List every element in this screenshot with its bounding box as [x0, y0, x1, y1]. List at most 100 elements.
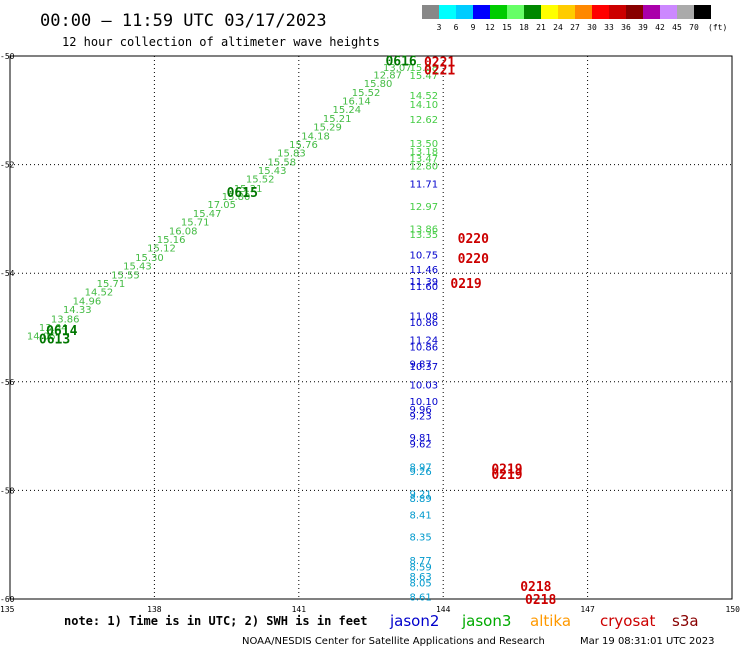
pass-time-label: 0219 — [491, 463, 522, 478]
plot-area: 135 138 141 144 147 150 -50 -52 -54 -56 -58 -60 14… — [0, 52, 740, 614]
wave-height-label: 8.35 — [410, 533, 432, 544]
wave-height-label: 12.87 — [373, 70, 402, 81]
color-scale-label: 21 — [536, 23, 546, 32]
wave-height-label: 10.10 — [410, 397, 439, 408]
color-scale-label: 45 — [672, 23, 682, 32]
wave-height-label: 15.52 — [352, 88, 381, 99]
color-scale-unit: (ft) — [708, 23, 727, 32]
y-tick-label: -60 — [0, 595, 15, 604]
credit-text: NOAA/NESDIS Center for Satellite Applica… — [242, 636, 545, 647]
color-scale-label: 42 — [655, 23, 665, 32]
plot-frame — [9, 55, 733, 600]
y-tick-label: -50 — [0, 52, 15, 61]
wave-height-label: 15.47 — [410, 71, 439, 82]
wave-height-label: 12.62 — [410, 115, 439, 126]
wave-height-label: 11.46 — [410, 265, 439, 276]
color-scale-label: 39 — [638, 23, 648, 32]
pass-time-label: 0218 — [520, 580, 551, 595]
x-tick-label: 144 — [436, 605, 451, 614]
color-scale-label: 24 — [553, 23, 563, 32]
color-scale-label: 18 — [519, 23, 529, 32]
pass-time-label: 0614 — [46, 324, 77, 339]
y-tick-label: -54 — [0, 269, 15, 278]
satellite-label-s3a: s3a — [672, 612, 699, 630]
wave-height-label: 15.24 — [332, 105, 361, 116]
color-scale-legend: 3 6 9 12 15 18 21 24 27 30 33 36 39 42 45 70 (ft) — [422, 5, 727, 32]
wave-height-label: 8.05 — [410, 579, 432, 590]
wave-height-label: 8.89 — [410, 494, 432, 505]
color-scale-label: 70 — [689, 23, 699, 32]
x-tick-label: 138 — [147, 605, 162, 614]
wave-height-label: 9.23 — [410, 411, 432, 422]
color-scale-swatch — [626, 5, 643, 19]
wave-height-label: 15.47 — [193, 209, 222, 220]
wave-height-label: 10.86 — [410, 343, 439, 354]
color-scale-label: 6 — [454, 23, 459, 32]
wave-height-label: 8.97 — [410, 463, 432, 474]
wave-height-label: 14.06 — [27, 332, 56, 343]
color-scale-swatch — [524, 5, 541, 19]
wave-height-label: 10.86 — [410, 318, 439, 329]
wave-height-label: 9.21 — [410, 490, 432, 501]
color-scale-label: 15 — [502, 23, 512, 32]
wave-height-label: 9.26 — [410, 467, 432, 478]
satellite-label-cryosat: cryosat — [600, 612, 655, 630]
color-scale-swatch — [439, 5, 456, 19]
pass-time-label: 0220 — [458, 252, 489, 267]
wave-height-label: 9.62 — [410, 440, 432, 451]
color-scale-label: 30 — [587, 23, 597, 32]
color-scale-swatch — [592, 5, 609, 19]
satellite-legend: jason2 jason3 altika cryosat s3a — [389, 612, 699, 630]
color-scale-swatch — [456, 5, 473, 19]
wave-height-label: 13.18 — [410, 147, 439, 158]
wave-height-labels: 14.0613.6413.8614.3314.9614.5215.7115.55… — [27, 63, 438, 603]
wave-height-label: 10.75 — [410, 251, 439, 262]
color-scale-swatch — [422, 5, 439, 19]
wave-height-label: 15.71 — [181, 218, 210, 229]
color-scale-label: 9 — [471, 23, 476, 32]
chart-title: 00:00 – 11:59 UTC 03/17/2023 — [40, 11, 327, 31]
wave-height-label: 15.43 — [258, 166, 287, 177]
wave-height-label: 11.71 — [410, 180, 439, 191]
color-scale-swatch — [694, 5, 711, 19]
wave-height-label: 11.08 — [410, 312, 439, 323]
wave-height-label: 13.47 — [410, 154, 439, 165]
color-scale-label: 12 — [485, 23, 495, 32]
wave-height-label: 14.33 — [63, 305, 92, 316]
color-scale-swatch — [575, 5, 592, 19]
wave-height-label: 11.39 — [410, 277, 439, 288]
wave-height-label: 15.80 — [222, 192, 251, 203]
wave-height-label: 15.55 — [111, 270, 140, 281]
wave-height-label: 9.87 — [410, 359, 432, 370]
wave-height-label: 15.29 — [313, 123, 342, 134]
wave-height-label: 15.71 — [97, 279, 126, 290]
color-scale-swatch — [558, 5, 575, 19]
color-scale-swatch — [677, 5, 694, 19]
satellite-label-jason2: jason2 — [389, 612, 439, 630]
color-scale-label: 27 — [570, 23, 580, 32]
color-scale-swatch — [473, 5, 490, 19]
wave-height-label: 15.12 — [147, 244, 176, 255]
y-tick-label: -58 — [0, 486, 15, 495]
color-scale-swatch — [507, 5, 524, 19]
wave-height-label: 8.63 — [410, 572, 432, 583]
x-tick-label: 141 — [292, 605, 307, 614]
color-scale-swatch — [660, 5, 677, 19]
wave-height-label: 15.43 — [123, 262, 152, 273]
wave-height-label: 13.86 — [410, 225, 439, 236]
wave-height-label: 15.16 — [157, 235, 186, 246]
wave-height-label: 13.35 — [410, 230, 439, 241]
x-tick-label: 147 — [580, 605, 595, 614]
pass-time-label: 0613 — [39, 332, 70, 347]
y-tick-label: -52 — [0, 161, 15, 170]
x-axis-ticks: 135 138 141 144 147 150 — [0, 605, 740, 614]
color-scale-swatch — [643, 5, 660, 19]
pass-time-label: 0220 — [458, 232, 489, 247]
wave-height-label: 14.18 — [301, 131, 330, 142]
wave-height-label: 14.52 — [85, 288, 114, 299]
pass-time-label: 0615 — [227, 186, 258, 201]
wave-height-label: 12.97 — [410, 202, 439, 213]
wave-height-label: 15.52 — [246, 175, 275, 186]
wave-height-label: 8.59 — [410, 562, 432, 573]
